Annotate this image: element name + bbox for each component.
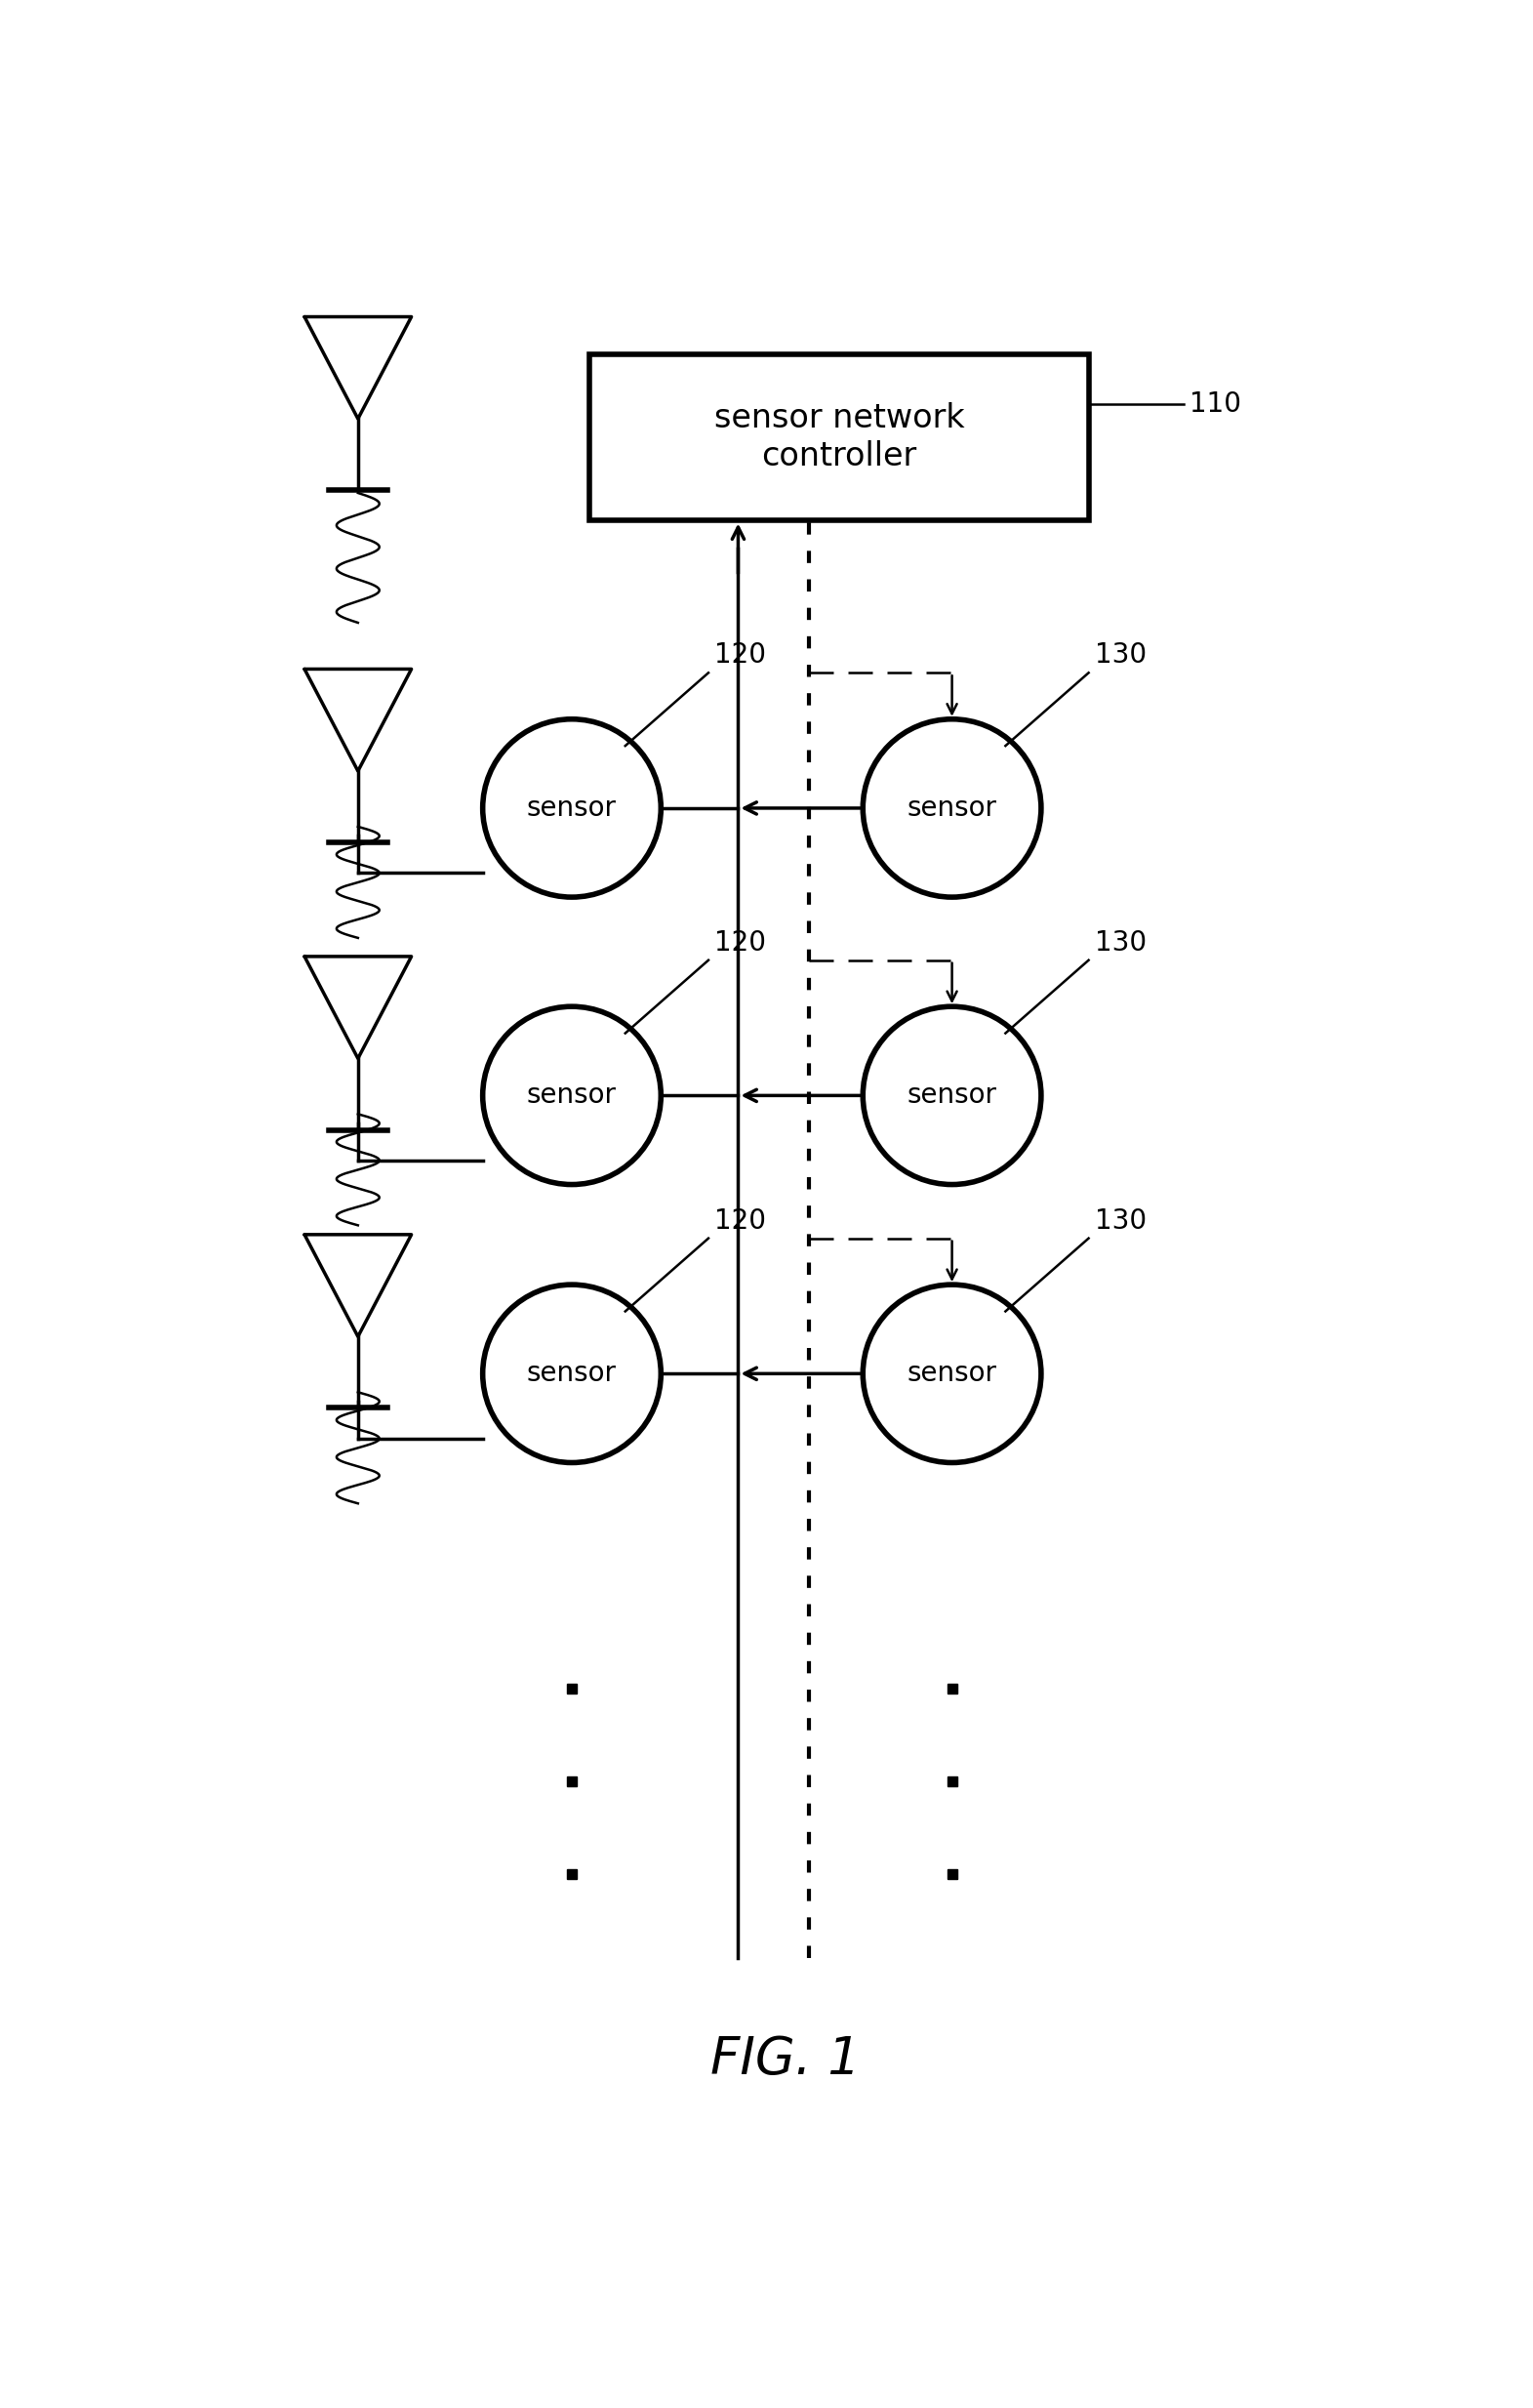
- Text: sensor: sensor: [908, 1361, 996, 1387]
- Text: sensor: sensor: [908, 795, 996, 821]
- Text: sensor: sensor: [527, 1081, 616, 1110]
- Text: 110: 110: [1190, 390, 1242, 417]
- Text: FIG. 1: FIG. 1: [711, 2035, 860, 2085]
- Text: 120: 120: [714, 1206, 766, 1235]
- Text: sensor network
controller: sensor network controller: [714, 402, 964, 472]
- Text: 130: 130: [1095, 643, 1147, 669]
- Text: 130: 130: [1095, 1206, 1147, 1235]
- Text: sensor: sensor: [527, 1361, 616, 1387]
- Bar: [590, 354, 1088, 520]
- Text: sensor: sensor: [908, 1081, 996, 1110]
- Text: 120: 120: [714, 929, 766, 956]
- Text: 130: 130: [1095, 929, 1147, 956]
- Text: 120: 120: [714, 643, 766, 669]
- Text: sensor: sensor: [527, 795, 616, 821]
